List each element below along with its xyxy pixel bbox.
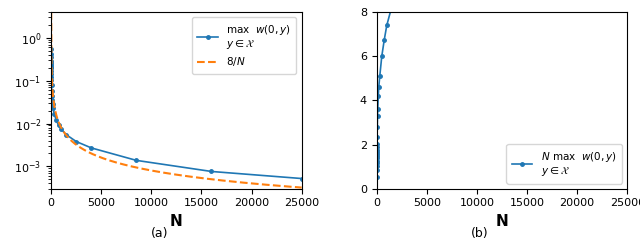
- $\underset{y\in\mathcal{X}}{\max}\ w(0,y)$: [88, 146, 95, 149]
- $\underset{y\in\mathcal{X}}{\max}\ w(0,y)$: [47, 47, 55, 50]
- $\underset{y\in\mathcal{X}}{\max}\ w(0,y)$: [47, 64, 55, 67]
- $8/N$: [234, 181, 242, 184]
- $\underset{y\in\mathcal{X}}{\max}\ w(0,y)$: [49, 106, 57, 109]
- Legend: $N$ max  $w(0,y)$
$y\in\mathcal{X}$: $N$ max $w(0,y)$ $y\in\mathcal{X}$: [506, 144, 622, 183]
- $\underset{y\in\mathcal{X}}{\max}\ w(0,y)$: [72, 140, 80, 143]
- $\underset{y\in\mathcal{X}}{\max}\ w(0,y)$: [62, 133, 70, 136]
- $8/N$: [93, 154, 100, 157]
- $8/N$: [47, 11, 55, 14]
- Line: $\underset{y\in\mathcal{X}}{\max}\ w(0,y)$: $\underset{y\in\mathcal{X}}{\max}\ w(0,y…: [49, 47, 303, 180]
- $\underset{y\in\mathcal{X}}{\max}\ w(0,y)$: [47, 62, 55, 65]
- X-axis label: N: N: [495, 214, 508, 229]
- $8/N$: [210, 178, 218, 181]
- $\underset{y\in\mathcal{X}}{\max}\ w(0,y)$: [47, 84, 55, 87]
- Line: $8/N$: $8/N$: [51, 12, 301, 188]
- $\underset{y\in\mathcal{X}}{\max}\ w(0,y)$: [132, 159, 140, 162]
- $\underset{y\in\mathcal{X}}{\max}\ w(0,y)$: [52, 119, 60, 121]
- $8/N$: [198, 177, 205, 180]
- $\underset{y\in\mathcal{X}}{\max}\ w(0,y)$: [51, 112, 58, 115]
- $\underset{y\in\mathcal{X}}{\max}\ w(0,y)$: [207, 170, 215, 173]
- $\underset{y\in\mathcal{X}}{\max}\ w(0,y)$: [48, 95, 56, 98]
- $\underset{y\in\mathcal{X}}{\max}\ w(0,y)$: [48, 90, 56, 93]
- Legend: max  $w(0,y)$
$y\in\mathcal{X}$, $8/N$: max $w(0,y)$ $y\in\mathcal{X}$, $8/N$: [192, 17, 296, 74]
- $8/N$: [253, 182, 261, 185]
- $\underset{y\in\mathcal{X}}{\max}\ w(0,y)$: [49, 103, 56, 106]
- X-axis label: N: N: [170, 214, 183, 229]
- $\underset{y\in\mathcal{X}}{\max}\ w(0,y)$: [49, 98, 56, 101]
- $\underset{y\in\mathcal{X}}{\max}\ w(0,y)$: [55, 124, 63, 127]
- Text: (a): (a): [151, 227, 169, 240]
- $8/N$: [298, 186, 305, 189]
- $\underset{y\in\mathcal{X}}{\max}\ w(0,y)$: [58, 128, 65, 131]
- Text: (b): (b): [471, 227, 489, 240]
- $\underset{y\in\mathcal{X}}{\max}\ w(0,y)$: [47, 70, 55, 73]
- $\underset{y\in\mathcal{X}}{\max}\ w(0,y)$: [47, 60, 55, 62]
- $\underset{y\in\mathcal{X}}{\max}\ w(0,y)$: [47, 79, 55, 82]
- $\underset{y\in\mathcal{X}}{\max}\ w(0,y)$: [47, 67, 55, 70]
- $8/N$: [143, 168, 151, 171]
- $\underset{y\in\mathcal{X}}{\max}\ w(0,y)$: [298, 177, 305, 180]
- $\underset{y\in\mathcal{X}}{\max}\ w(0,y)$: [47, 56, 55, 59]
- $\underset{y\in\mathcal{X}}{\max}\ w(0,y)$: [47, 53, 55, 55]
- $\underset{y\in\mathcal{X}}{\max}\ w(0,y)$: [47, 65, 55, 68]
- $\underset{y\in\mathcal{X}}{\max}\ w(0,y)$: [47, 75, 55, 78]
- $\underset{y\in\mathcal{X}}{\max}\ w(0,y)$: [47, 72, 55, 75]
